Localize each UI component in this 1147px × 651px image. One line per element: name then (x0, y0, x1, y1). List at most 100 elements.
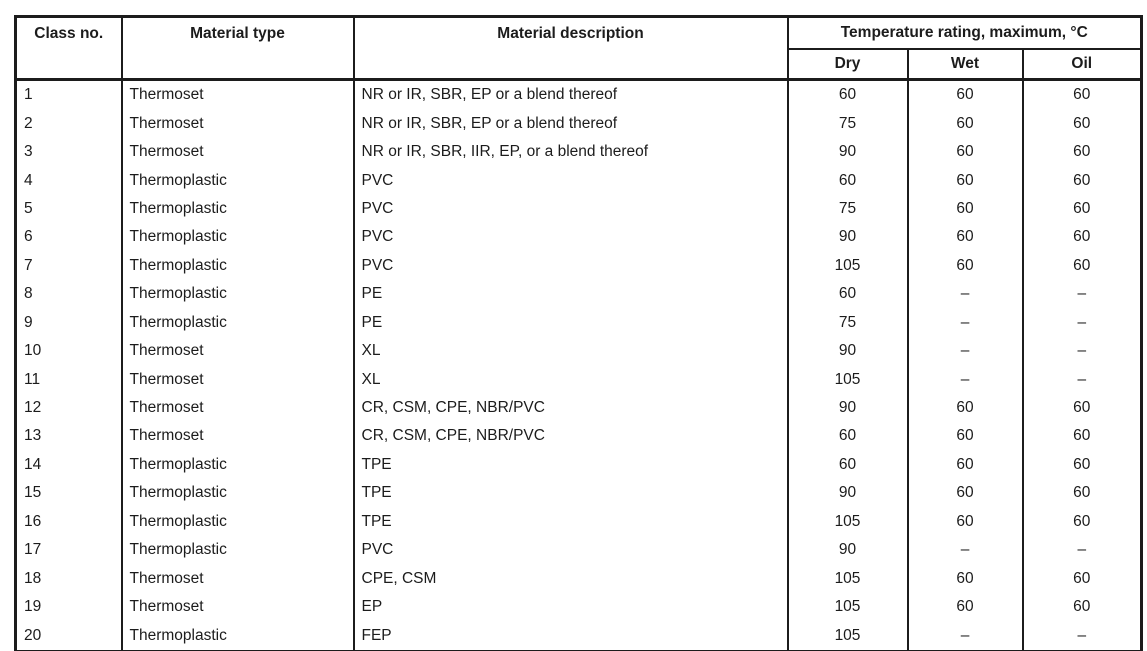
cell-class-no: 13 (14, 422, 123, 451)
cell-oil: 60 (1021, 109, 1143, 138)
cell-wet: 60 (906, 137, 1024, 167)
cell-material-type: Thermoplastic (120, 536, 355, 565)
cell-material-description: NR or IR, SBR, EP or a blend thereof (352, 109, 789, 138)
cell-material-type: Thermoplastic (120, 251, 355, 281)
cell-dry: 75 (786, 194, 909, 224)
table-row: 17 Thermoplastic PVC 90– – (14, 536, 1143, 565)
cell-dry: 105 (786, 592, 909, 622)
cell-dry: 75 (786, 308, 909, 337)
header-row-group: Class no. Material type Material descrip… (14, 16, 1142, 81)
cell-wet: 60 (906, 450, 1024, 480)
table-row: 5 Thermoplastic PVC 75 60 60 (14, 194, 1143, 224)
table-row: 18 Thermoset CPE, CSM 105 60 60 (14, 564, 1143, 593)
header-oil: Oil (1021, 49, 1143, 82)
cell-oil: 60 (1021, 450, 1143, 480)
cell-wet: 60 (906, 393, 1024, 423)
cell-wet: 60 (906, 251, 1024, 281)
cell-dry: 90 (786, 336, 909, 366)
cell-material-description: PVC (352, 536, 789, 565)
cell-wet: – (906, 365, 1024, 394)
cell-dry: 60 (786, 280, 909, 309)
table-row: 3 Thermoset NR or IR, SBR, IIR, EP, or a b… (14, 137, 1143, 167)
cell-class-no: 1 (14, 79, 123, 110)
table-row: 12 Thermoset CR, CSM, CPE, NBR/PVC 90 60 60 (14, 393, 1143, 423)
cell-oil: 60 (1021, 79, 1143, 110)
cell-material-type: Thermoset (120, 393, 355, 423)
cell-material-description: TPE (352, 507, 789, 536)
cell-material-description: PVC (352, 251, 789, 281)
cell-dry: 90 (786, 393, 909, 423)
cell-class-no: 20 (14, 621, 123, 651)
cell-wet: 60 (906, 109, 1024, 138)
cell-oil: 60 (1021, 564, 1143, 593)
cell-material-type: Thermoset (120, 365, 355, 394)
cell-oil: 60 (1021, 479, 1143, 508)
cell-class-no: 9 (14, 308, 123, 337)
cell-oil: 60 (1021, 393, 1143, 423)
cell-material-type: Thermoplastic (120, 308, 355, 337)
cell-wet: – (906, 280, 1024, 309)
cell-oil: 60 (1021, 194, 1143, 224)
cell-oil: – (1021, 308, 1143, 337)
cell-class-no: 12 (14, 393, 123, 423)
cell-dry: 75 (786, 109, 909, 138)
cell-class-no: 3 (14, 137, 123, 167)
cell-wet: 60 (906, 592, 1024, 622)
table-row: 14 Thermoplastic TPE 60 60 60 (14, 450, 1143, 480)
cell-material-description: TPE (352, 479, 789, 508)
cell-material-type: Thermoplastic (120, 450, 355, 480)
cell-oil: 60 (1021, 251, 1143, 281)
cell-oil: – (1021, 365, 1143, 394)
cell-dry: 90 (786, 479, 909, 508)
table-row: 9 Thermoplastic PE 75– – (14, 308, 1143, 337)
cell-material-type: Thermoset (120, 592, 355, 622)
cell-oil: – (1021, 280, 1143, 309)
table-row: 19 Thermoset EP 105 60 60 (14, 592, 1143, 622)
cell-class-no: 15 (14, 479, 123, 508)
cell-dry: 90 (786, 223, 909, 252)
material-table-container: Class no. Material type Material descrip… (14, 15, 1144, 651)
header-temperature-group: Temperature rating, maximum, °C (786, 16, 1142, 51)
table-row: 20 Thermoplastic FEP 105– – (14, 621, 1143, 651)
cell-material-description: CPE, CSM (352, 564, 789, 593)
cell-dry: 105 (786, 564, 909, 593)
cell-dry: 60 (786, 422, 909, 451)
cell-material-type: Thermoplastic (120, 280, 355, 309)
cell-class-no: 5 (14, 194, 123, 224)
cell-class-no: 10 (14, 336, 123, 366)
cell-wet: 60 (906, 166, 1024, 195)
cell-material-type: Thermoset (120, 564, 355, 593)
table-header: Class no. Material type Material descrip… (14, 16, 1143, 82)
table-row: 1 Thermoset NR or IR, SBR, EP or a blend t… (14, 79, 1143, 110)
cell-material-type: Thermoset (120, 79, 355, 110)
cell-material-description: PVC (352, 223, 789, 252)
cell-class-no: 6 (14, 223, 123, 252)
cell-oil: 60 (1021, 223, 1143, 252)
cell-dry: 60 (786, 166, 909, 195)
cell-class-no: 8 (14, 280, 123, 309)
cell-material-description: XL (352, 365, 789, 394)
cell-class-no: 4 (14, 166, 123, 195)
cell-material-type: Thermoplastic (120, 194, 355, 224)
header-row-sub: Dry Wet Oil (16, 49, 1143, 82)
cell-class-no: 17 (14, 536, 123, 565)
cell-material-description: PVC (352, 194, 789, 224)
cell-material-type: Thermoset (120, 137, 355, 167)
cell-material-type: Thermoplastic (120, 223, 355, 252)
cell-material-description: PVC (352, 166, 789, 195)
cell-class-no: 18 (14, 564, 123, 593)
cell-material-description: EP (352, 592, 789, 622)
cell-oil: 60 (1021, 137, 1143, 167)
cell-material-description: PE (352, 280, 789, 309)
cell-dry: 90 (786, 536, 909, 565)
table-row: 4 Thermoplastic PVC 60 60 60 (14, 166, 1143, 195)
cell-wet: 60 (906, 194, 1024, 224)
cell-class-no: 16 (14, 507, 123, 536)
cell-oil: 60 (1021, 166, 1143, 195)
table-row: 11 Thermoset XL 105– – (14, 365, 1143, 394)
cell-oil: 60 (1021, 592, 1143, 622)
cell-dry: 60 (786, 450, 909, 480)
cell-dry: 105 (786, 365, 909, 394)
cell-material-description: FEP (352, 621, 789, 651)
